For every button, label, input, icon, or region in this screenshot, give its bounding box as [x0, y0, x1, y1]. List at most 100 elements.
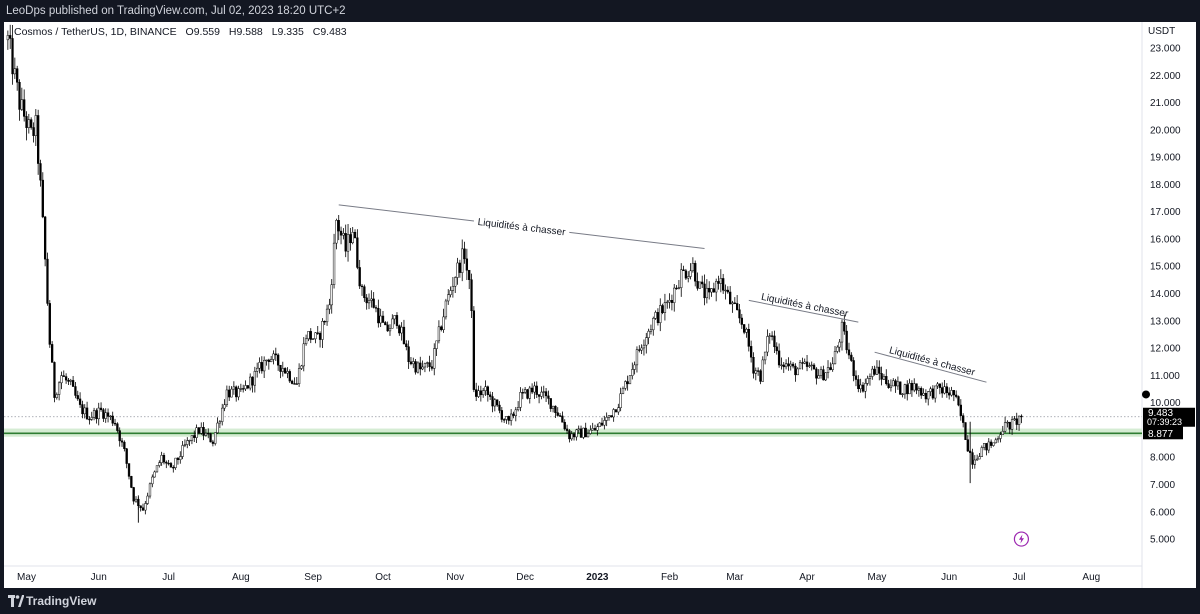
candle[interactable] [470, 273, 473, 319]
candle[interactable] [822, 365, 825, 381]
candle[interactable] [519, 387, 522, 412]
candle[interactable] [989, 439, 993, 449]
candle[interactable] [896, 376, 900, 390]
candle[interactable] [512, 411, 515, 419]
candle[interactable] [69, 378, 72, 386]
candle[interactable] [440, 325, 443, 332]
candle[interactable] [281, 361, 284, 377]
candle[interactable] [985, 443, 988, 456]
candle[interactable] [151, 474, 154, 488]
candle[interactable] [847, 342, 851, 360]
candlestick-chart[interactable]: 23.000 22.000 21.000 20.000 19.000 18.000 17.0… [4, 22, 1196, 588]
candle[interactable] [409, 357, 413, 366]
candle[interactable] [328, 298, 331, 315]
candle[interactable] [116, 422, 119, 433]
candle[interactable] [125, 448, 128, 469]
candle[interactable] [936, 381, 939, 389]
candle[interactable] [130, 475, 133, 489]
candle[interactable] [575, 428, 578, 441]
candle[interactable] [957, 395, 960, 407]
candle[interactable] [885, 369, 888, 386]
candle[interactable] [540, 386, 543, 400]
candle[interactable] [973, 455, 976, 469]
candle[interactable] [596, 423, 599, 436]
candle[interactable] [416, 361, 420, 374]
candle[interactable] [74, 382, 77, 399]
candle[interactable] [197, 426, 201, 435]
candle[interactable] [489, 391, 492, 401]
tradingview-brand[interactable]: TradingView [26, 594, 97, 608]
candle[interactable] [414, 359, 417, 375]
candle[interactable] [428, 355, 431, 372]
candle[interactable] [624, 380, 627, 391]
candle[interactable] [81, 400, 84, 419]
candle[interactable] [155, 465, 159, 473]
candle[interactable] [749, 340, 753, 363]
candle[interactable] [971, 448, 974, 469]
candle[interactable] [39, 159, 42, 187]
candle[interactable] [235, 385, 238, 402]
candle[interactable] [127, 463, 131, 480]
candle[interactable] [649, 324, 653, 335]
candle[interactable] [927, 391, 930, 406]
candle[interactable] [386, 321, 389, 332]
candle[interactable] [551, 405, 555, 413]
candle[interactable] [372, 292, 375, 309]
candle[interactable] [218, 419, 222, 429]
candle[interactable] [223, 399, 226, 412]
candle[interactable] [787, 357, 790, 371]
candle[interactable] [801, 357, 804, 370]
candle[interactable] [913, 378, 916, 393]
candle[interactable] [621, 386, 625, 395]
candle[interactable] [134, 496, 138, 503]
candle[interactable] [113, 418, 117, 427]
alert-marker-icon[interactable] [1142, 390, 1150, 399]
candle[interactable] [346, 224, 350, 262]
candle[interactable] [910, 380, 914, 397]
candle[interactable] [302, 337, 305, 372]
candle[interactable] [132, 486, 135, 505]
candle[interactable] [941, 382, 944, 398]
candle[interactable] [987, 438, 990, 454]
candle[interactable] [736, 295, 739, 311]
candle[interactable] [465, 248, 469, 281]
candle[interactable] [214, 432, 217, 446]
candle[interactable] [102, 408, 105, 422]
candle[interactable] [645, 332, 648, 354]
candle[interactable] [798, 360, 802, 370]
candle[interactable] [190, 435, 194, 445]
candle[interactable] [959, 399, 962, 421]
candle[interactable] [498, 401, 501, 414]
candle[interactable] [537, 394, 541, 404]
candle[interactable] [141, 503, 145, 512]
candle[interactable] [407, 340, 410, 369]
candle[interactable] [826, 360, 830, 379]
candle[interactable] [388, 324, 392, 336]
candle[interactable] [922, 388, 925, 397]
candle[interactable] [88, 416, 91, 425]
candle[interactable] [370, 290, 373, 308]
candle[interactable] [244, 380, 247, 391]
candle[interactable] [850, 352, 853, 362]
candle[interactable] [964, 422, 967, 441]
candle[interactable] [228, 385, 231, 401]
candle[interactable] [461, 239, 464, 282]
candle[interactable] [698, 281, 702, 289]
candle[interactable] [356, 229, 359, 270]
candle[interactable] [451, 277, 455, 298]
candle[interactable] [321, 318, 324, 348]
candle[interactable] [934, 385, 937, 403]
candle[interactable] [32, 122, 35, 143]
candle[interactable] [43, 215, 47, 267]
candle[interactable] [770, 331, 774, 341]
candle[interactable] [207, 428, 210, 439]
candle[interactable] [393, 315, 396, 325]
candle[interactable] [556, 407, 559, 417]
candle[interactable] [62, 370, 65, 377]
candle[interactable] [617, 403, 620, 415]
candle[interactable] [167, 459, 170, 466]
candle[interactable] [523, 386, 527, 395]
candle[interactable] [76, 390, 79, 401]
candle[interactable] [1008, 421, 1011, 435]
candle[interactable] [516, 401, 520, 412]
